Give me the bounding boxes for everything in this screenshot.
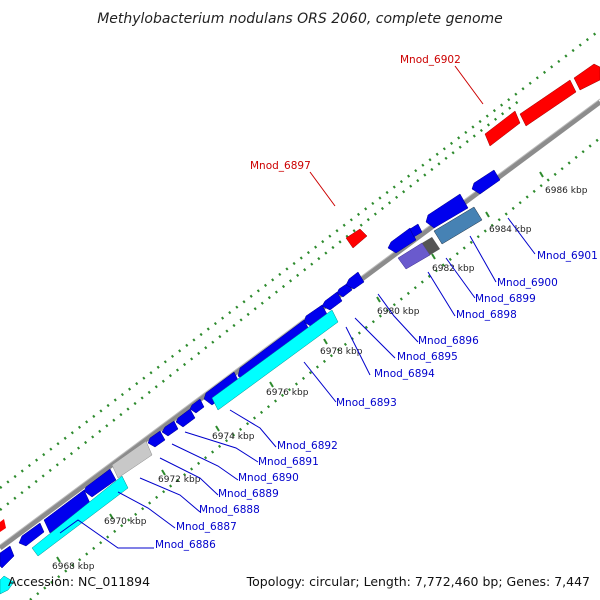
reverse-gene-block[interactable] — [345, 271, 365, 290]
gene-label-mnod-6892[interactable]: Mnod_6892 — [277, 440, 338, 452]
reverse-gene-block[interactable] — [0, 545, 15, 569]
leader-line — [345, 326, 371, 376]
reverse-gene-mnod-6898[interactable] — [387, 227, 417, 254]
reverse-gene-mnod-6901[interactable] — [471, 169, 501, 195]
leader-line — [184, 431, 259, 463]
leader-line — [469, 235, 497, 283]
tick-labels: 6968 kbp 6970 kbp 6972 kbp 6974 kbp 6976… — [52, 186, 588, 572]
tick-label: 6972 kbp — [158, 475, 201, 485]
tick-label: 6976 kbp — [266, 388, 309, 398]
leader-line — [229, 409, 277, 448]
gene-label-mnod-6886[interactable]: Mnod_6886 — [155, 539, 216, 551]
gene-label-mnod-6893[interactable]: Mnod_6893 — [336, 397, 397, 409]
tick-mark — [539, 171, 544, 178]
tick-label: 6986 kbp — [545, 186, 588, 196]
rna-gene-block[interactable] — [0, 575, 15, 595]
rna-gene-mnod-6886[interactable] — [31, 475, 129, 557]
leader-line — [309, 171, 336, 207]
gene-label-mnod-6902[interactable]: Mnod_6902 — [400, 54, 461, 66]
tick-label: 6982 kbp — [432, 264, 475, 274]
gene-mnod-6899-steelblue[interactable] — [433, 206, 483, 245]
leader-line — [159, 457, 219, 496]
tick-label: 6974 kbp — [212, 432, 255, 442]
tick-mark — [161, 469, 166, 476]
forward-gene-block[interactable] — [519, 79, 577, 127]
gene-label-mnod-6887[interactable]: Mnod_6887 — [176, 521, 237, 533]
leader-line — [139, 477, 201, 513]
gene-label-mnod-6897[interactable]: Mnod_6897 — [250, 160, 311, 172]
rna-genes — [0, 309, 339, 595]
leader-line — [117, 491, 176, 529]
tick-mark — [431, 253, 436, 260]
reverse-gene-mnod-6900[interactable] — [425, 193, 469, 229]
major-ticks — [56, 171, 544, 563]
outer-dotted-ring-1 — [0, 29, 600, 489]
gene-label-mnod-6898[interactable]: Mnod_6898 — [456, 309, 517, 321]
reverse-gene-block[interactable] — [321, 291, 343, 311]
label-leaders — [59, 65, 536, 549]
gene-label-mnod-6894[interactable]: Mnod_6894 — [374, 368, 435, 380]
accession-text: Accession: NC_011894 — [8, 574, 150, 589]
gene-label-mnod-6891[interactable]: Mnod_6891 — [258, 456, 319, 468]
gene-label-mnod-6899[interactable]: Mnod_6899 — [475, 293, 536, 305]
tick-label: 6980 kbp — [377, 307, 420, 317]
reverse-gene-block[interactable] — [409, 223, 423, 238]
gene-label-mnod-6900[interactable]: Mnod_6900 — [497, 277, 558, 289]
pseudo-gene-block[interactable] — [111, 440, 153, 479]
reverse-gene-mnod-6892[interactable] — [175, 408, 196, 428]
leader-line — [59, 519, 154, 549]
reverse-gene-mnod-6890[interactable] — [147, 430, 166, 448]
forward-strand-genes — [0, 63, 600, 532]
gene-label-mnod-6895[interactable]: Mnod_6895 — [397, 351, 458, 363]
leader-line — [507, 217, 536, 255]
tick-mark — [323, 338, 328, 345]
leader-line — [454, 65, 484, 105]
inner-dotted-ring — [29, 137, 600, 600]
tick-label: 6970 kbp — [104, 517, 147, 527]
forward-gene-mnod-6897[interactable] — [345, 228, 368, 249]
reverse-gene-mnod-6888[interactable] — [83, 468, 117, 498]
leader-line — [377, 293, 419, 343]
tick-mark — [269, 381, 274, 388]
forward-gene-block[interactable] — [484, 110, 521, 147]
genome-backbone-highlight — [0, 98, 600, 546]
rna-gene-mnod-6889[interactable] — [211, 309, 339, 411]
gene-labels: Mnod_6886 Mnod_6887 Mnod_6888 Mnod_6889 … — [155, 54, 598, 551]
reverse-gene-block[interactable] — [18, 522, 45, 547]
gene-label-mnod-6896[interactable]: Mnod_6896 — [418, 335, 479, 347]
tick-label: 6968 kbp — [52, 562, 95, 572]
gene-label-mnod-6890[interactable]: Mnod_6890 — [238, 472, 299, 484]
tick-mark — [56, 556, 61, 563]
tick-mark — [376, 296, 381, 303]
leader-line — [427, 271, 456, 317]
gene-label-mnod-6901[interactable]: Mnod_6901 — [537, 250, 598, 262]
tick-mark — [109, 513, 114, 520]
forward-gene-block[interactable] — [0, 519, 6, 532]
tick-mark — [215, 425, 220, 432]
forward-gene-block[interactable] — [573, 63, 600, 91]
leader-line — [303, 361, 337, 403]
gene-label-mnod-6889[interactable]: Mnod_6889 — [218, 488, 279, 500]
leader-line — [445, 257, 476, 299]
reverse-gene-mnod-6891[interactable] — [161, 420, 179, 437]
map-title: Methylobacterium nodulans ORS 2060, comp… — [97, 11, 503, 27]
tick-label: 6984 kbp — [489, 225, 532, 235]
genome-summary-text: Topology: circular; Length: 7,772,460 bp… — [246, 574, 590, 589]
reverse-gene-block[interactable] — [189, 398, 205, 414]
other-genes — [397, 206, 483, 270]
leader-line — [171, 443, 239, 481]
gene-block-dark[interactable] — [422, 237, 440, 255]
leader-line — [354, 317, 396, 359]
tick-label: 6978 kbp — [320, 347, 363, 357]
gene-label-mnod-6888[interactable]: Mnod_6888 — [199, 504, 260, 516]
tick-mark — [485, 211, 490, 218]
